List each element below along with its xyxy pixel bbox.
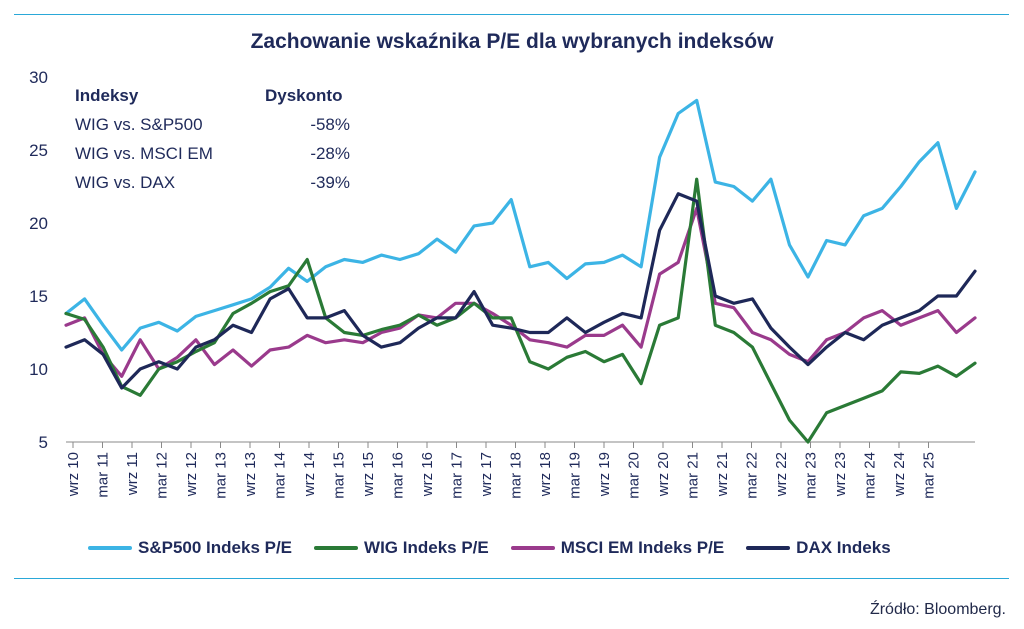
legend-item-dax: DAX Indeks bbox=[746, 538, 891, 558]
x-tick-label: wrz 20 bbox=[655, 452, 672, 497]
chart-title: Zachowanie wskaźnika P/E dla wybranych i… bbox=[250, 30, 774, 53]
legend-item-sp500: S&P500 Indeks P/E bbox=[88, 538, 292, 558]
x-tick-label: wrz 16 bbox=[419, 452, 436, 497]
series-line bbox=[64, 206, 977, 378]
y-tick-label: 30 bbox=[29, 68, 48, 87]
table-row-value: -39% bbox=[310, 173, 350, 192]
x-tick-label: wrz 14 bbox=[301, 452, 318, 497]
y-tick-label: 25 bbox=[29, 141, 48, 160]
x-tick-label: mar 21 bbox=[685, 452, 702, 499]
x-tick-label: wrz 22 bbox=[773, 452, 790, 497]
y-tick-label: 10 bbox=[29, 360, 48, 379]
discount-table: Indeksy Dyskonto WIG vs. S&P500 -58% WIG… bbox=[75, 86, 375, 202]
table-row-label: WIG vs. MSCI EM bbox=[75, 144, 213, 163]
x-tick-label: wrz 17 bbox=[478, 452, 495, 497]
series-line bbox=[64, 192, 977, 390]
legend-swatch bbox=[510, 546, 555, 550]
series-line bbox=[64, 98, 977, 352]
x-tick-label: mar 15 bbox=[331, 452, 348, 499]
x-tick-label: wrz 10 bbox=[65, 452, 82, 497]
legend-label: WIG Indeks P/E bbox=[364, 538, 489, 557]
y-tick-label: 5 bbox=[39, 433, 48, 452]
x-tick-label: wrz 18 bbox=[537, 452, 554, 497]
x-tick-label: mar 19 bbox=[567, 452, 584, 499]
x-tick-label: mar 13 bbox=[213, 452, 230, 499]
x-tick-label: mar 24 bbox=[862, 452, 879, 499]
table-header-indices: Indeksy bbox=[75, 86, 139, 105]
x-tick-label: mar 17 bbox=[449, 452, 466, 499]
x-tick-label: mar 12 bbox=[154, 452, 171, 499]
source-note: Źródło: Bloomberg. bbox=[869, 601, 1006, 618]
table-row: WIG vs. MSCI EM -28% bbox=[75, 144, 375, 173]
y-tick-label: 15 bbox=[29, 287, 48, 306]
legend-item-msci-em: MSCI EM Indeks P/E bbox=[510, 538, 725, 558]
table-row-label: WIG vs. DAX bbox=[75, 173, 176, 192]
x-tick-label: wrz 21 bbox=[714, 452, 731, 497]
top-rule bbox=[14, 14, 1009, 15]
x-tick-label: mar 20 bbox=[626, 452, 643, 499]
x-tick-label: mar 18 bbox=[508, 452, 525, 499]
series-line bbox=[64, 177, 977, 444]
x-tick-label: wrz 12 bbox=[183, 452, 200, 497]
x-tick-label: mar 23 bbox=[803, 452, 820, 499]
bottom-rule bbox=[14, 578, 1009, 579]
x-tick-label: wrz 24 bbox=[891, 452, 908, 497]
y-tick-label: 20 bbox=[29, 214, 48, 233]
legend-swatch bbox=[746, 546, 791, 550]
x-tick-label: wrz 19 bbox=[596, 452, 613, 497]
x-tick-label: mar 16 bbox=[390, 452, 407, 499]
x-tick-label: wrz 15 bbox=[360, 452, 377, 497]
table-row: WIG vs. DAX -39% bbox=[75, 173, 375, 202]
table-row-label: WIG vs. S&P500 bbox=[75, 115, 203, 134]
x-tick-label: wrz 11 bbox=[124, 452, 141, 496]
table-row: WIG vs. S&P500 -58% bbox=[75, 115, 375, 144]
legend-label: MSCI EM Indeks P/E bbox=[560, 538, 725, 557]
table-row-value: -58% bbox=[310, 115, 350, 134]
table-header-discount: Dyskonto bbox=[265, 86, 343, 105]
x-tick-label: mar 25 bbox=[921, 452, 938, 499]
table-header: Indeksy Dyskonto bbox=[75, 86, 375, 115]
legend-label: S&P500 Indeks P/E bbox=[138, 538, 293, 557]
x-tick-label: mar 14 bbox=[272, 452, 289, 499]
legend-swatch bbox=[314, 546, 359, 550]
chart-legend: S&P500 Indeks P/E WIG Indeks P/E MSCI EM… bbox=[88, 538, 913, 558]
table-row-value: -28% bbox=[310, 144, 350, 163]
x-tick-label: wrz 13 bbox=[242, 452, 259, 497]
legend-label: DAX Indeks bbox=[796, 538, 891, 557]
x-tick-label: wrz 23 bbox=[832, 452, 849, 497]
legend-item-wig: WIG Indeks P/E bbox=[314, 538, 489, 558]
x-tick-label: mar 22 bbox=[744, 452, 761, 499]
legend-swatch bbox=[88, 546, 132, 550]
x-tick-label: mar 11 bbox=[95, 452, 112, 498]
